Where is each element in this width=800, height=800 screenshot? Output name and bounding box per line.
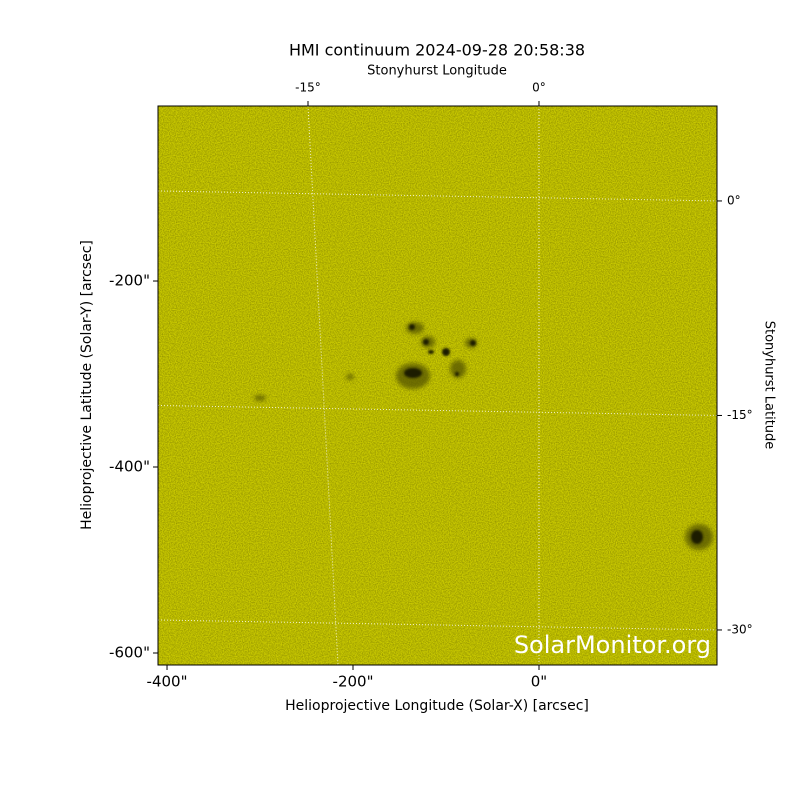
y-tick-label: -200"	[109, 272, 150, 290]
x-tick-label: -200"	[333, 673, 374, 691]
sunspots	[254, 322, 713, 550]
image-texture	[158, 106, 717, 665]
grid-line	[158, 190, 717, 202]
chart-title: HMI continuum 2024-09-28 20:58:38	[289, 41, 585, 60]
x-axis-label: Helioprojective Longitude (Solar-X) [arc…	[285, 698, 589, 714]
x2-tick-label: -15°	[295, 81, 321, 95]
y2-tick-label: 0°	[727, 193, 741, 207]
x2-axis-label: Stonyhurst Longitude	[367, 64, 507, 79]
y-tick-label: -600"	[109, 644, 150, 662]
x-tick-label: -400"	[147, 673, 188, 691]
y-tick-label: -400"	[109, 458, 150, 476]
y2-tick-label: -15°	[727, 408, 753, 422]
y2-axis-label: Stonyhurst Latitude	[762, 321, 777, 450]
y-axis-label: Helioprojective Latitude (Solar-Y) [arcs…	[79, 240, 95, 530]
y2-tick-label: -30°	[727, 622, 753, 636]
x-tick-label: 0"	[531, 673, 547, 691]
grid-line	[307, 106, 339, 665]
watermark: SolarMonitor.org	[514, 631, 711, 659]
plot-frame	[157, 105, 718, 666]
x2-tick-label: 0°	[532, 81, 546, 95]
grid-line	[158, 404, 717, 416]
grid-line	[158, 619, 717, 631]
